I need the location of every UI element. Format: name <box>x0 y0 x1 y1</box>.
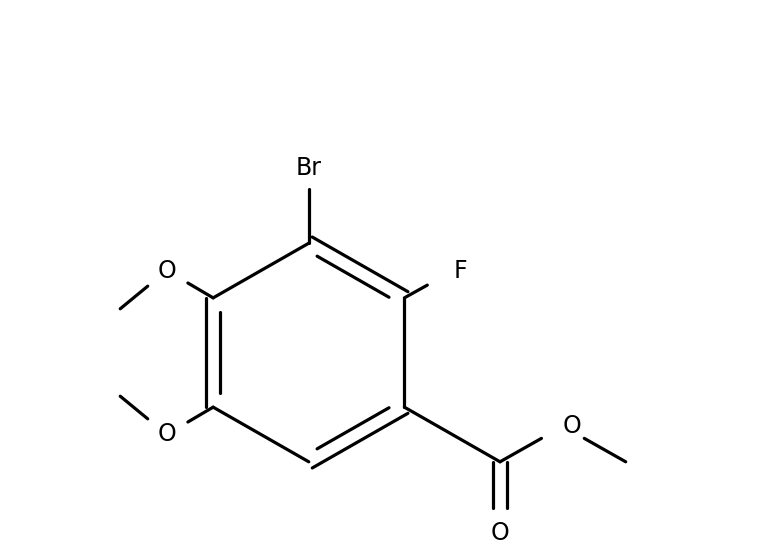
Text: O: O <box>158 258 176 283</box>
Text: O: O <box>158 422 176 447</box>
Text: Br: Br <box>296 156 322 180</box>
Text: O: O <box>563 414 582 438</box>
Text: F: F <box>454 258 467 283</box>
Text: O: O <box>490 521 509 545</box>
